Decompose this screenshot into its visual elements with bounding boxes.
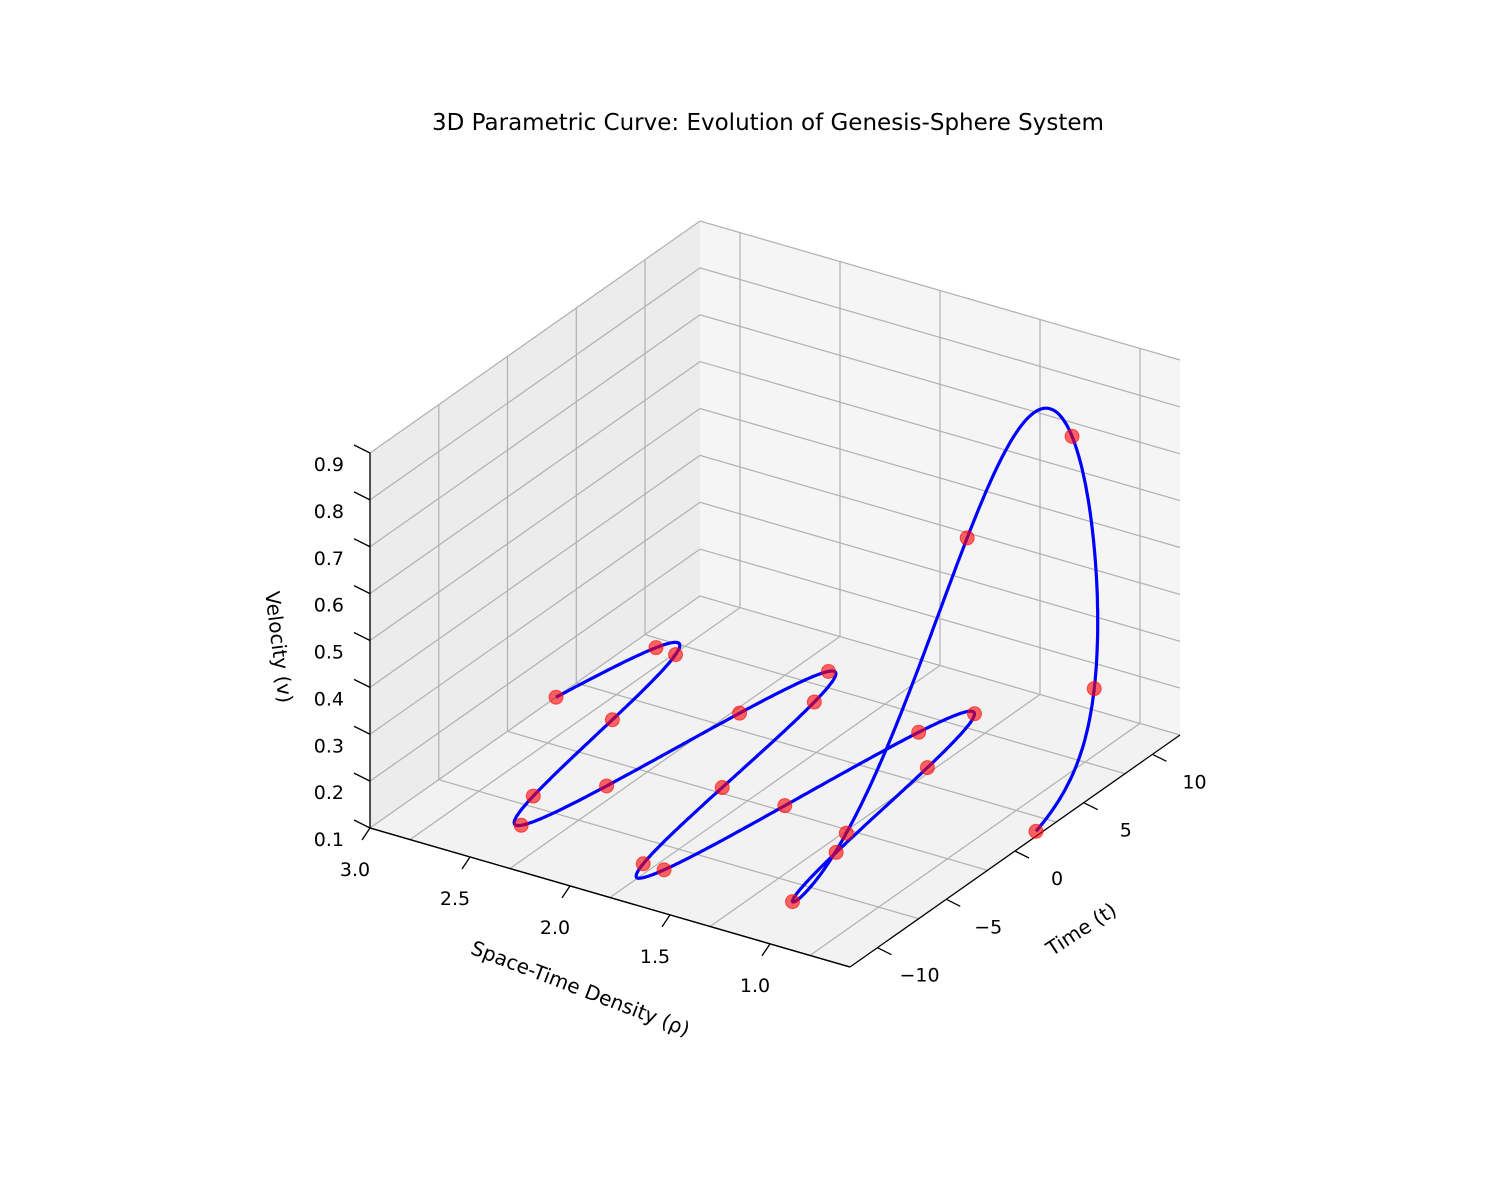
y-tick-mark-2 [561, 885, 571, 899]
x-tick-mark-3 [1083, 802, 1099, 811]
z-tick-mark-6 [353, 538, 371, 548]
z-tick-label-1: 0.2 [314, 782, 344, 804]
marker-point-22 [1086, 681, 1102, 697]
z-grid-line-1 [369, 548, 1181, 782]
marker-point-19 [838, 825, 854, 841]
z-grid-line-2 [369, 501, 1181, 735]
z-tick-label-3: 0.4 [314, 688, 344, 710]
marker-point-13 [777, 798, 793, 814]
marker-point-1 [648, 640, 664, 656]
marker-point-5 [513, 817, 529, 833]
z-axis-label: Velocity (v) [260, 590, 298, 704]
x-tick-label-4: 10 [1182, 771, 1206, 793]
marker-point-16 [919, 760, 935, 776]
z-tick-mark-3 [353, 678, 371, 688]
x-tick-mark-1 [945, 898, 961, 907]
x-tick-label-0: −10 [899, 965, 939, 987]
x-tick-label-1: −5 [974, 916, 1002, 938]
marker-point-12 [656, 862, 672, 878]
z-tick-mark-1 [353, 772, 371, 782]
marker-point-14 [911, 724, 927, 740]
marker-point-6 [599, 778, 615, 794]
y-tick-label-1: 2.5 [440, 888, 470, 910]
x-tick-mark-4 [1152, 753, 1167, 762]
marker-point-15 [967, 706, 983, 722]
axis-panes [370, 221, 1180, 967]
z-tick-mark-2 [353, 725, 371, 735]
marker-point-10 [714, 780, 730, 796]
x-tick-mark-0 [877, 947, 892, 956]
x-tick-mark-2 [1014, 850, 1030, 859]
z-tick-mark-0 [353, 819, 371, 829]
z-tick-label-0: 0.1 [314, 829, 344, 851]
z-tick-label-4: 0.5 [314, 642, 344, 664]
y-tick-mark-1 [461, 856, 471, 870]
marker-point-20 [959, 530, 975, 546]
y-tick-label-3: 1.5 [640, 946, 670, 968]
z-tick-mark-8 [353, 444, 371, 454]
marker-point-17 [828, 844, 844, 860]
marker-point-21 [1064, 428, 1080, 444]
marker-point-11 [635, 856, 651, 872]
z-grid-line-4 [369, 407, 1181, 641]
z-tick-label-6: 0.7 [314, 548, 344, 570]
marker-point-18 [785, 894, 801, 910]
z-tick-mark-5 [353, 585, 371, 595]
z-grid-line-3 [369, 454, 1181, 688]
y-tick-label-2: 2.0 [540, 917, 570, 939]
z-grid-line-7 [369, 267, 1181, 501]
y-tick-label-4: 1.0 [740, 975, 770, 997]
x-axis-label: Time (t) [1041, 898, 1121, 962]
axis-ticks: −10 −5 0 5 10 3.0 2.5 2.0 1.5 1.0 0.1 0.2 0.3 0.4 0.5 0… [314, 444, 1207, 997]
z-tick-mark-4 [353, 631, 371, 642]
y-tick-mark-3 [661, 914, 671, 928]
data-series [512, 406, 1102, 910]
x-tick-label-3: 5 [1120, 820, 1132, 842]
curve-line [512, 406, 1100, 904]
y-tick-mark-0 [361, 827, 371, 841]
marker-point-8 [820, 663, 836, 679]
marker-point-3 [604, 712, 620, 728]
z-tick-label-2: 0.3 [314, 735, 344, 757]
z-tick-label-8: 0.9 [314, 454, 344, 476]
y-tick-label-0: 3.0 [340, 859, 370, 881]
z-tick-label-5: 0.6 [314, 595, 344, 617]
z-grid-line-6 [369, 314, 1181, 548]
y-tick-mark-4 [761, 943, 771, 957]
z-tick-mark-7 [353, 491, 371, 501]
marker-point-4 [525, 788, 541, 804]
marker-point-7 [732, 705, 748, 721]
z-grid-line-5 [369, 360, 1181, 595]
marker-point-0 [548, 689, 564, 705]
z-tick-label-7: 0.8 [314, 501, 344, 523]
marker-point-9 [806, 694, 822, 710]
marker-point-2 [668, 647, 684, 663]
chart-title: 3D Parametric Curve: Evolution of Genesi… [432, 110, 1104, 136]
x-tick-label-2: 0 [1051, 868, 1063, 890]
z-grid-line-8 [369, 220, 1181, 454]
marker-point-23 [1028, 823, 1044, 839]
z-grid-line-0 [369, 595, 1181, 829]
